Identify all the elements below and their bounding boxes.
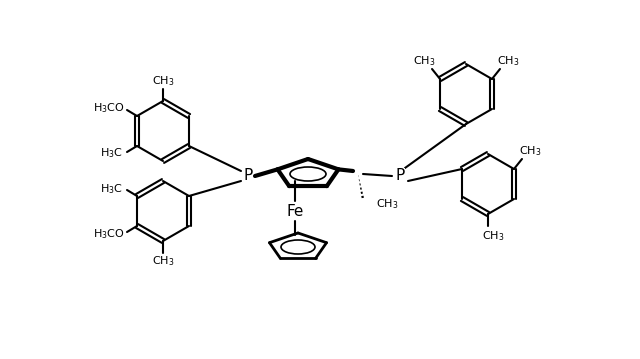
Text: P: P [243, 168, 253, 183]
Text: P: P [396, 168, 404, 183]
Text: H$_3$C: H$_3$C [100, 182, 122, 196]
Text: CH$_3$: CH$_3$ [497, 54, 519, 68]
Text: H$_3$C: H$_3$C [100, 146, 122, 160]
Text: H$_3$CO: H$_3$CO [93, 101, 125, 115]
Text: CH$_3$: CH$_3$ [413, 54, 435, 68]
Text: H$_3$CO: H$_3$CO [93, 227, 125, 241]
Text: CH$_3$: CH$_3$ [482, 229, 504, 243]
Text: CH$_3$: CH$_3$ [519, 144, 541, 158]
Text: CH$_3$: CH$_3$ [152, 74, 174, 88]
Text: CH$_3$: CH$_3$ [376, 197, 399, 211]
Text: Fe: Fe [286, 204, 304, 219]
Text: CH$_3$: CH$_3$ [152, 254, 174, 268]
